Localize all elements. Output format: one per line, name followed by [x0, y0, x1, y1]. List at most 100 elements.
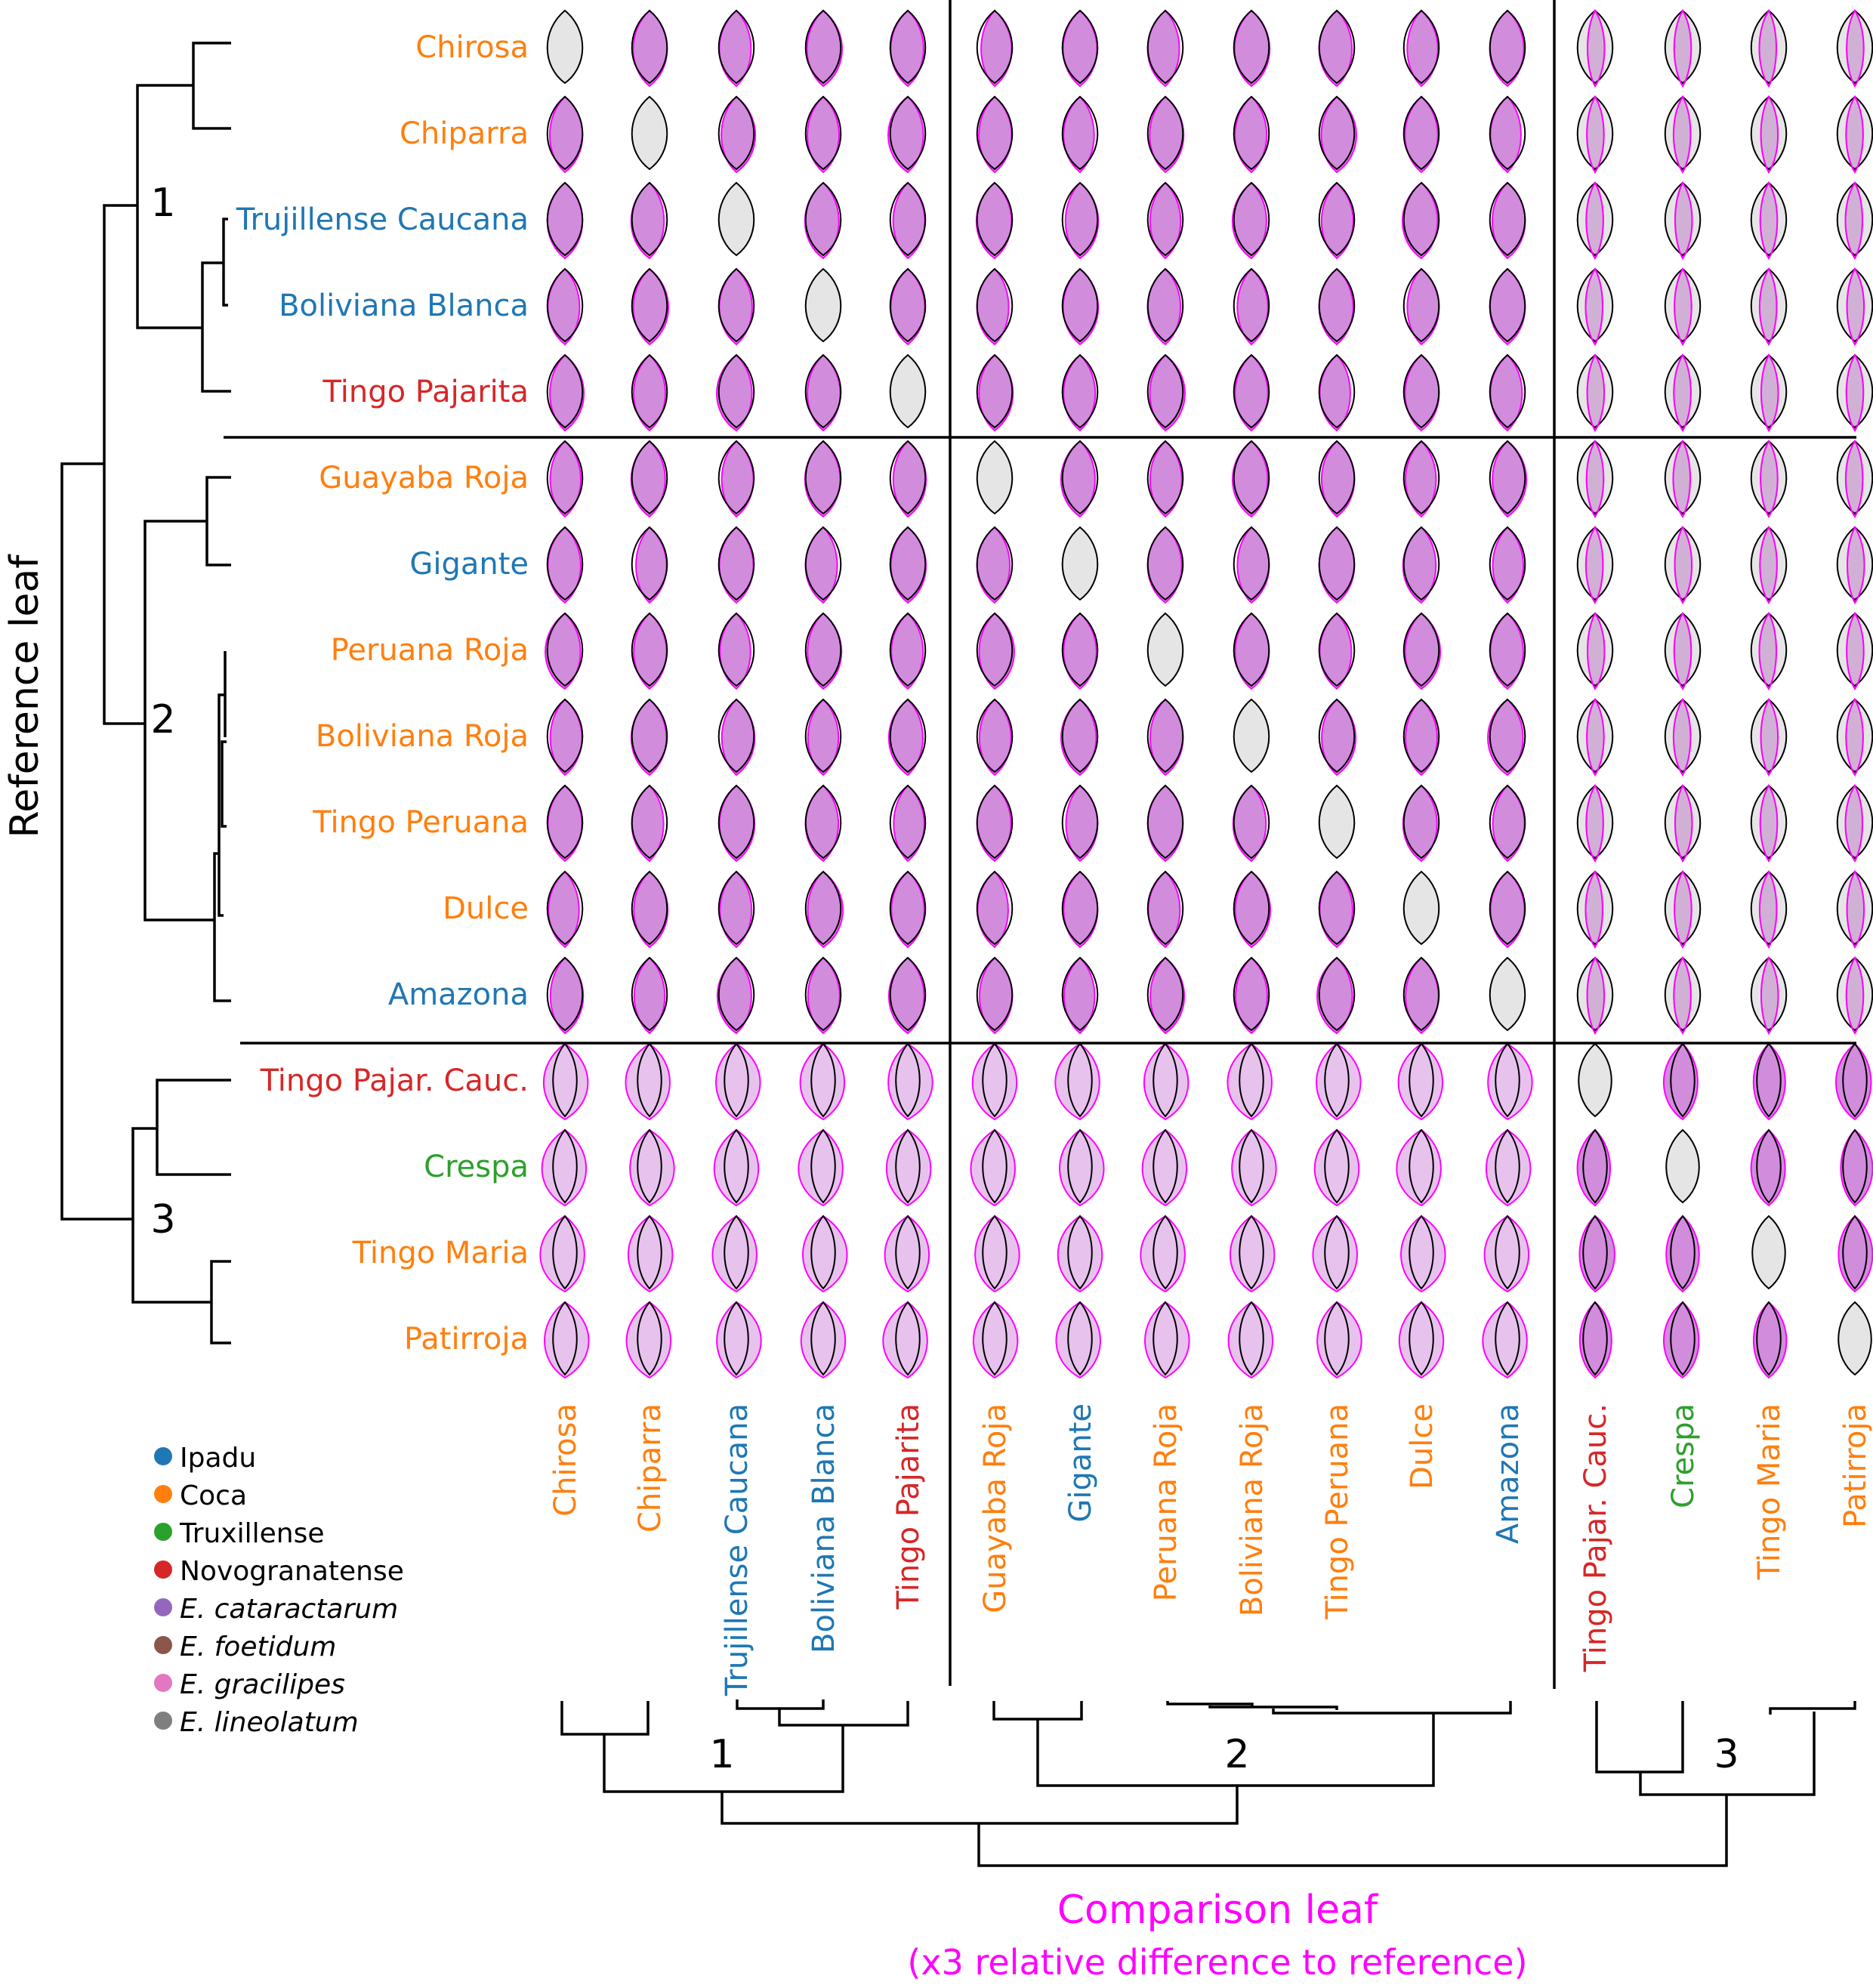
reference-leaf-outline — [1146, 267, 1184, 343]
reference-leaf-outline — [717, 698, 755, 773]
comparison-leaf-overlay — [544, 1301, 590, 1379]
leaf-cell — [1489, 267, 1526, 346]
reference-leaf-outline — [724, 1301, 749, 1376]
comparison-leaf-overlay — [1316, 1301, 1362, 1379]
leaf-cell — [1836, 95, 1873, 174]
leaf-cell — [1750, 612, 1788, 690]
leaf-cell — [970, 1128, 1016, 1207]
comparison-leaf-overlay — [1662, 1042, 1699, 1121]
comparison-leaf-overlay — [1586, 353, 1606, 432]
reference-leaf-outline — [1152, 1128, 1178, 1204]
reference-leaf-outline — [1402, 956, 1440, 1032]
reference-leaf-outline — [1838, 1301, 1872, 1376]
comparison-leaf-overlay — [1229, 1215, 1276, 1293]
leaf-cell — [1316, 1042, 1362, 1121]
reference-leaf-outline — [1233, 181, 1270, 257]
leaf-cell — [1664, 870, 1702, 949]
reference-leaf-outline — [976, 526, 1014, 601]
comparison-leaf-overlay — [890, 870, 925, 949]
reference-leaf-outline — [1409, 1042, 1434, 1118]
legend-dot — [154, 1447, 172, 1465]
reference-leaf-outline — [1402, 267, 1440, 343]
dendrogram-branch — [1272, 1701, 1512, 1715]
column-label: Patirroja — [1838, 1403, 1873, 1528]
reference-leaf-outline — [1670, 1215, 1696, 1290]
leaf-cell — [631, 612, 668, 690]
reference-leaf-outline — [1318, 9, 1356, 85]
leaf-cell — [1665, 1128, 1700, 1204]
reference-leaf-outline — [1061, 9, 1099, 85]
reference-leaf-outline — [889, 784, 927, 860]
leaf-cell — [1578, 1215, 1615, 1293]
leaf-cell — [804, 956, 842, 1035]
leaf-cell — [1061, 612, 1099, 690]
leaf-cell — [1231, 440, 1270, 518]
leaf-cell — [631, 526, 668, 604]
comparison-leaf-overlay — [1055, 1301, 1101, 1379]
reference-leaf-outline — [976, 698, 1014, 773]
row-label: Tingo Pajar. Cauc. — [260, 1063, 529, 1098]
comparison-leaf-overlay — [1673, 956, 1692, 1035]
reference-leaf-outline — [889, 267, 927, 343]
reference-leaf-outline — [982, 1042, 1007, 1118]
leaf-cell — [889, 784, 927, 863]
reference-leaf-outline — [1750, 870, 1788, 946]
reference-leaf-outline — [1152, 1215, 1178, 1290]
reference-leaf-outline — [895, 1042, 921, 1118]
reference-leaf-outline — [546, 267, 584, 343]
reference-leaf-outline — [1233, 698, 1270, 773]
dendrogram-branch — [218, 693, 225, 917]
leaf-cell — [1060, 440, 1099, 518]
leaf-cell — [1401, 181, 1440, 260]
reference-leaf-outline — [1318, 440, 1356, 515]
reference-leaf-outline — [1233, 440, 1270, 515]
comparison-leaf-overlay — [1313, 1128, 1360, 1207]
comparison-leaf-overlay — [715, 1042, 761, 1121]
leaf-cell — [976, 267, 1014, 346]
comparison-leaf-overlay — [1063, 353, 1097, 432]
comparison-leaf-overlay — [890, 267, 926, 346]
reference-leaf-outline — [982, 1215, 1007, 1290]
reference-leaf-outline — [1836, 353, 1873, 429]
legend-label: Novogranatense — [180, 1556, 404, 1587]
comparison-leaf-overlay — [1320, 181, 1354, 260]
reference-leaf-outline — [1146, 95, 1184, 171]
leaf-cell — [717, 526, 755, 604]
leaf-cell — [1233, 9, 1271, 88]
reference-leaf-outline — [1576, 784, 1614, 860]
leaf-cell — [1664, 698, 1702, 776]
reference-leaf-outline — [637, 1215, 662, 1290]
reference-leaf-outline — [1146, 612, 1184, 687]
reference-leaf-outline — [1670, 1042, 1696, 1118]
reference-leaf-outline — [1233, 353, 1270, 429]
comparison-leaf-overlay — [1405, 698, 1438, 776]
reference-leaf-outline — [1067, 1301, 1093, 1376]
reference-leaf-outline — [1836, 784, 1873, 860]
leaf-cell — [1482, 1301, 1528, 1379]
reference-leaf-outline — [1664, 181, 1702, 257]
leaf-cell — [1061, 95, 1099, 174]
reference-leaf-outline — [1750, 95, 1788, 171]
leaf-cell — [546, 870, 584, 949]
reference-leaf-outline — [1061, 698, 1099, 773]
reference-leaf-outline — [1576, 353, 1614, 429]
leaf-cell — [1316, 956, 1356, 1035]
dendrogram-branch — [1036, 1713, 1435, 1787]
reference-leaf-outline — [1664, 267, 1702, 343]
dendrogram-branch — [603, 1725, 844, 1793]
comparison-leaf-overlay — [1062, 9, 1098, 88]
leaf-cell — [800, 1301, 847, 1379]
comparison-leaf-overlay — [1834, 1042, 1872, 1121]
reference-leaf-outline — [717, 181, 755, 257]
leaf-cell — [1489, 181, 1526, 260]
reference-leaf-outline — [1576, 181, 1614, 257]
leaf-cell — [1578, 1301, 1612, 1379]
comparison-leaf-overlay — [1760, 440, 1779, 518]
comparison-leaf-overlay — [802, 1215, 848, 1293]
leaf-cell — [1397, 1042, 1444, 1121]
comparison-leaf-overlay — [625, 1301, 672, 1379]
dendrogram-branch — [736, 1699, 825, 1710]
leaf-cell — [717, 9, 755, 88]
comparison-leaf-overlay — [1586, 956, 1606, 1035]
leaf-cell — [546, 9, 584, 85]
